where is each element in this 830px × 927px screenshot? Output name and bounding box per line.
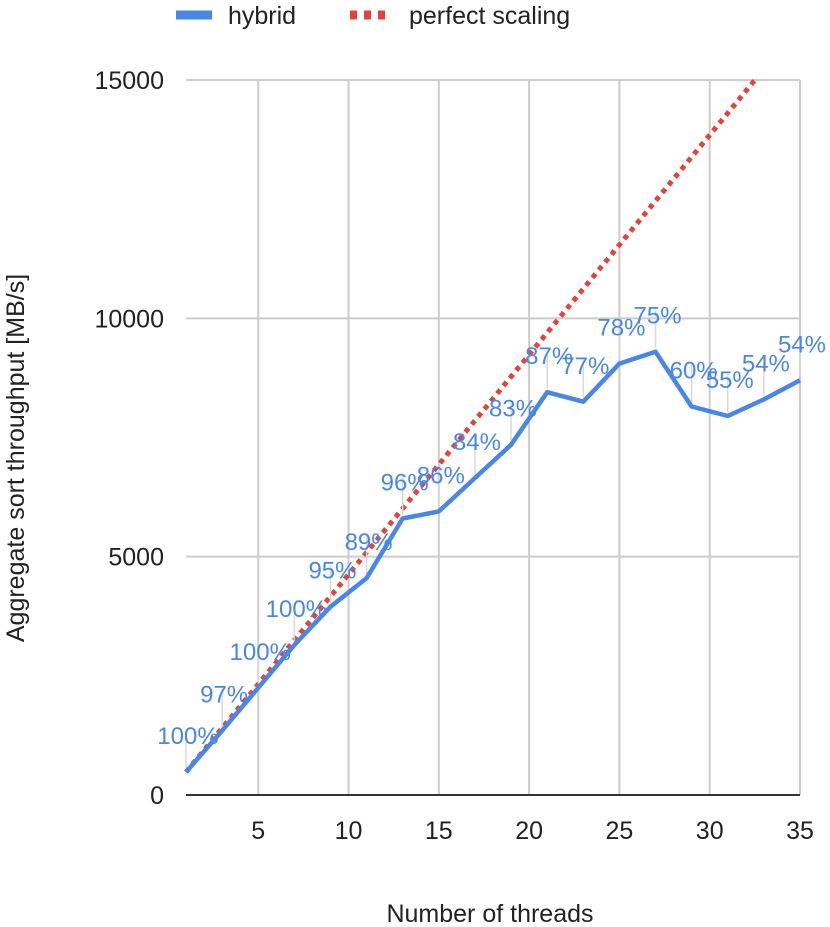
data-label: 77%	[561, 353, 609, 380]
data-labels: 100% 97% 100% 100% 95%89% 96%86% 84% 83% 87%77% 7…	[157, 303, 826, 750]
data-label: 75%	[634, 303, 682, 330]
legend: hybrid perfect scaling	[176, 2, 570, 30]
grid	[186, 79, 801, 795]
data-label: 86%	[417, 462, 465, 489]
data-label: 96%	[381, 470, 429, 497]
data-label: 84%	[453, 429, 501, 456]
x-tick-label: 35	[786, 817, 814, 845]
y-tick-label: 0	[150, 782, 164, 810]
data-label: 54%	[742, 350, 790, 377]
x-tick-label: 25	[606, 817, 634, 845]
data-label: 100%	[157, 723, 218, 750]
series-layer	[184, 78, 802, 774]
series-line-hybrid	[184, 349, 802, 774]
y-tick-label: 10000	[94, 305, 164, 333]
legend-label-hybrid: hybrid	[228, 2, 296, 30]
y-tick-label: 5000	[108, 544, 164, 572]
data-label: 60%	[670, 358, 718, 385]
data-label: 87%	[525, 343, 573, 370]
y-axis-title: Aggregate sort throughput [MB/s]	[2, 274, 30, 642]
x-tick-label: 20	[515, 817, 543, 845]
data-label: 54%	[778, 331, 826, 358]
data-label: 55%	[706, 367, 754, 394]
data-label: 95%	[308, 558, 356, 585]
x-tick-label: 10	[335, 817, 363, 845]
x-tick-label: 5	[251, 817, 265, 845]
series-line-perfect-scaling	[184, 78, 757, 774]
data-label: 89%	[345, 529, 393, 556]
x-axis-title: Number of threads	[386, 900, 593, 927]
data-label: 83%	[489, 396, 537, 423]
data-label: 100%	[230, 639, 291, 666]
y-tick-label: 15000	[94, 67, 164, 95]
x-tick-label: 15	[425, 817, 453, 845]
tick-labels: 0 5000 10000 15000 5 10 15 20 25 30 35	[94, 67, 813, 845]
x-tick-label: 30	[696, 817, 724, 845]
data-label: 100%	[266, 596, 327, 623]
data-label: 78%	[597, 315, 645, 342]
data-label: 97%	[200, 682, 248, 709]
legend-label-perfect-scaling: perfect scaling	[409, 2, 570, 30]
